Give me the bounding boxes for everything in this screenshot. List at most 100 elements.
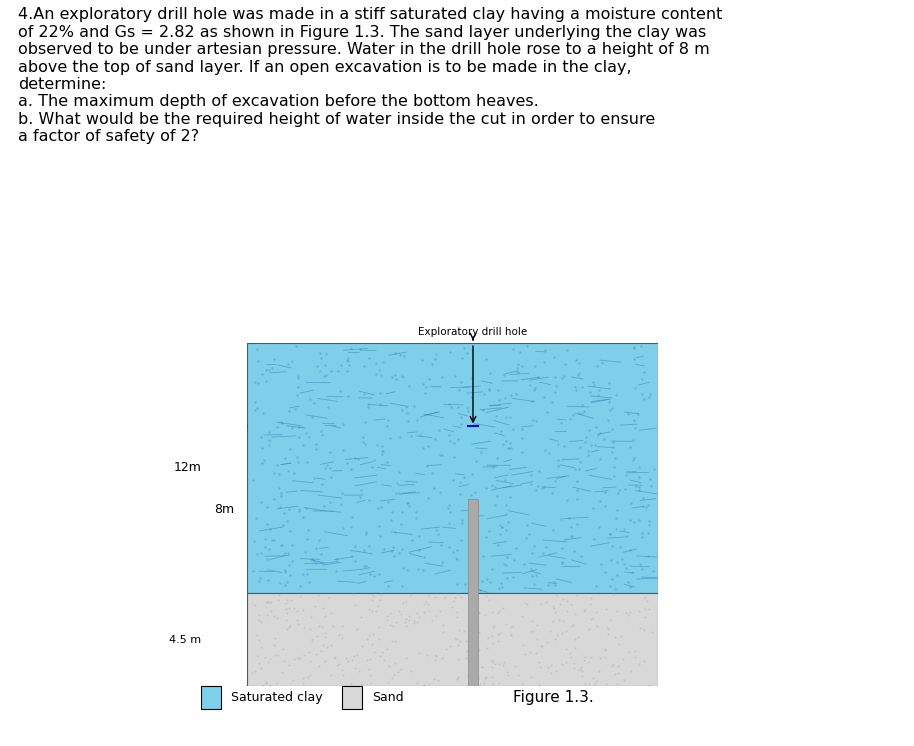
Point [472,606,486,618]
Point [499,560,514,571]
Point [499,499,514,511]
Point [531,480,546,492]
Point [324,639,338,651]
Point [474,575,489,587]
Point [273,501,288,513]
Point [484,366,498,378]
Point [360,398,375,410]
Bar [468,499,478,686]
Point [356,389,371,401]
Point [339,457,354,469]
Point [398,615,412,627]
Point [577,405,591,417]
Point [605,441,620,453]
Point [347,452,362,464]
Point [608,668,622,680]
Point [434,448,449,460]
Point [410,563,425,575]
Point [617,674,632,686]
Point [505,423,520,435]
Point [282,503,296,515]
Point [353,342,367,354]
Point [338,652,353,664]
Point [486,620,501,632]
Point [537,481,551,493]
Point [260,656,275,668]
Point [282,620,297,632]
Point [518,597,533,609]
Point [332,659,346,671]
Point [392,605,407,617]
Point [428,648,442,660]
Point [257,651,271,663]
Point [427,482,441,494]
Point [335,632,349,644]
Point [628,421,643,433]
Point [320,641,335,653]
Point [485,671,500,683]
Point [374,369,388,381]
Point [523,379,537,391]
Point [500,572,515,584]
Point [363,669,377,681]
Point [266,639,281,651]
Point [340,354,355,366]
Point [350,649,365,661]
Point [586,502,600,514]
Point [347,540,362,552]
Point [534,640,548,652]
Point [319,459,334,471]
Point [555,557,569,569]
Point [632,484,646,496]
Point [471,672,485,684]
Point [291,456,305,468]
Point [641,527,655,539]
Point [575,665,590,677]
Point [496,369,511,381]
Point [504,389,518,401]
Point [470,418,484,430]
Point [546,615,560,627]
Point [246,565,260,577]
Text: 8m: 8m [214,503,234,516]
Point [465,614,480,626]
Point [410,616,425,628]
Point [623,497,638,509]
Point [425,467,440,479]
Point [606,436,621,448]
Point [341,655,356,667]
Point [611,504,625,516]
Point [362,353,377,365]
Point [615,554,630,565]
Point [558,358,572,370]
Point [277,580,292,592]
Point [621,576,635,588]
Point [429,348,443,360]
Point [473,446,488,458]
Point [420,649,434,661]
Point [365,461,379,473]
Point [474,662,489,674]
Point [599,678,613,690]
Point [592,453,607,465]
Point [392,487,407,499]
Point [457,471,472,483]
Point [270,459,284,471]
Point [480,573,494,585]
Point [492,677,506,689]
Point [632,605,647,617]
Point [383,432,398,444]
Point [504,629,518,641]
Point [575,398,590,410]
Point [396,597,410,609]
Point [609,512,623,524]
Point [643,474,657,486]
Point [453,411,468,423]
Point [587,533,601,545]
Point [601,414,616,426]
Point [267,353,282,365]
Point [420,440,435,452]
Point [388,369,402,381]
Point [347,662,362,674]
Point [250,402,264,414]
